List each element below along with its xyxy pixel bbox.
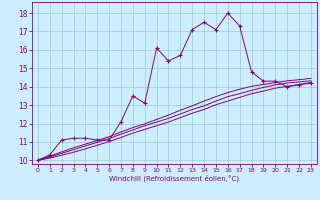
X-axis label: Windchill (Refroidissement éolien,°C): Windchill (Refroidissement éolien,°C) bbox=[109, 175, 239, 182]
